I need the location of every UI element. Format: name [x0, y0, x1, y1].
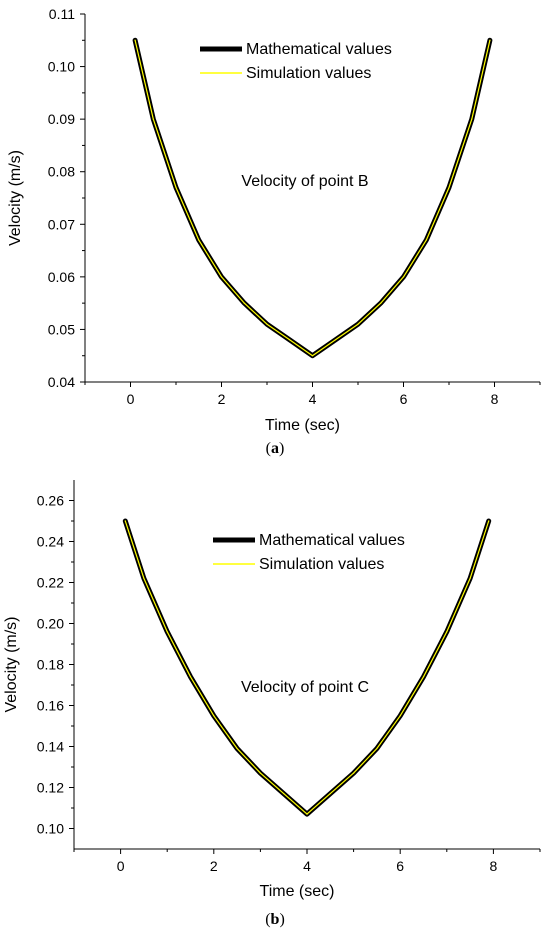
data-point	[448, 186, 450, 189]
x-tick-label: 4	[303, 858, 311, 874]
data-point	[134, 39, 136, 41]
data-point	[213, 715, 215, 717]
data-point	[166, 631, 168, 633]
y-tick-label: 0.18	[37, 657, 64, 673]
y-tick-label: 0.24	[37, 534, 64, 550]
y-tick-label: 0.20	[37, 616, 64, 632]
data-point	[357, 323, 359, 325]
x-tick-label: 4	[309, 391, 317, 407]
y-tick-label: 0.11	[49, 6, 75, 22]
y-axis-label: Velocity (m/s)	[7, 150, 24, 246]
data-point	[189, 676, 192, 678]
data-point	[329, 793, 331, 795]
x-axis-label: Time (sec)	[260, 883, 335, 900]
data-point	[152, 118, 154, 120]
data-point	[399, 715, 401, 717]
data-point	[376, 747, 378, 750]
y-tick-label: 0.22	[37, 575, 64, 591]
y-tick-label: 0.12	[37, 780, 64, 796]
data-point	[220, 276, 223, 278]
y-tick-label: 0.07	[48, 216, 75, 232]
y-tick-label: 0.26	[37, 493, 64, 509]
y-tick-label: 0.08	[48, 164, 75, 180]
data-point	[259, 772, 261, 774]
chart-annotation: Velocity of point C	[241, 679, 369, 696]
y-tick-label: 0.10	[48, 59, 75, 75]
data-point	[124, 520, 126, 522]
data-point	[243, 302, 245, 304]
data-point	[489, 39, 491, 41]
x-tick-label: 8	[491, 391, 499, 407]
data-point	[266, 323, 268, 325]
caption-a: (a)	[265, 440, 285, 457]
y-tick-label: 0.04	[48, 374, 75, 390]
legend-label: Simulation values	[246, 65, 371, 82]
series-line-mathematical	[132, 37, 493, 359]
data-point	[422, 676, 425, 678]
x-tick-label: 6	[396, 858, 404, 874]
data-point	[143, 577, 145, 579]
x-tick-label: 0	[117, 858, 125, 874]
y-axis-label: Velocity (m/s)	[3, 616, 20, 712]
data-point	[425, 239, 427, 241]
data-point	[353, 772, 355, 774]
y-tick-label: 0.06	[48, 269, 75, 285]
data-point	[469, 577, 471, 579]
legend-label: Simulation values	[259, 556, 384, 573]
x-tick-label: 2	[210, 858, 218, 874]
legend-label: Mathematical values	[246, 41, 392, 58]
series-line-simulation	[134, 39, 491, 357]
data-point	[289, 339, 291, 341]
data-point	[198, 239, 200, 241]
data-point	[311, 355, 314, 357]
data-point	[488, 520, 490, 522]
data-point	[402, 276, 405, 278]
data-point	[306, 813, 308, 815]
y-tick-label: 0.05	[48, 321, 75, 337]
caption-b-letter: b	[270, 911, 280, 928]
data-point	[175, 186, 177, 189]
x-tick-label: 2	[218, 391, 226, 407]
y-tick-label: 0.10	[37, 821, 64, 837]
data-point	[446, 631, 448, 633]
chart-b: 0 2 4 6 8 0.10 0.12 0.14 0.16 0.18 0.20 0.22 0.24 0.2…	[3, 480, 541, 900]
data-point	[380, 302, 382, 304]
data-point	[334, 339, 336, 341]
caption-a-letter: a	[271, 440, 279, 457]
y-tick-label: 0.09	[48, 111, 75, 127]
x-axis-label: Time (sec)	[265, 417, 340, 434]
chart-a: 0 2 4 6 8 0.04 0.05 0.06 0.07 0.08 0.09 0.10 0.11 Tim…	[7, 6, 541, 434]
legend-label: Mathematical values	[259, 532, 405, 549]
y-tick-label: 0.16	[37, 698, 64, 714]
chart-annotation: Velocity of point B	[241, 173, 368, 190]
data-point	[283, 793, 285, 795]
x-tick-label: 0	[127, 391, 135, 407]
x-tick-label: 8	[490, 858, 498, 874]
caption-b: (b)	[265, 911, 285, 928]
data-point	[236, 747, 238, 750]
y-tick-label: 0.14	[37, 739, 64, 755]
data-point	[471, 118, 473, 120]
x-tick-label: 6	[400, 391, 408, 407]
